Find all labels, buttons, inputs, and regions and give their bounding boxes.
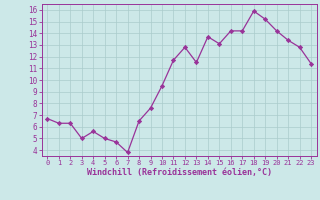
- X-axis label: Windchill (Refroidissement éolien,°C): Windchill (Refroidissement éolien,°C): [87, 168, 272, 177]
